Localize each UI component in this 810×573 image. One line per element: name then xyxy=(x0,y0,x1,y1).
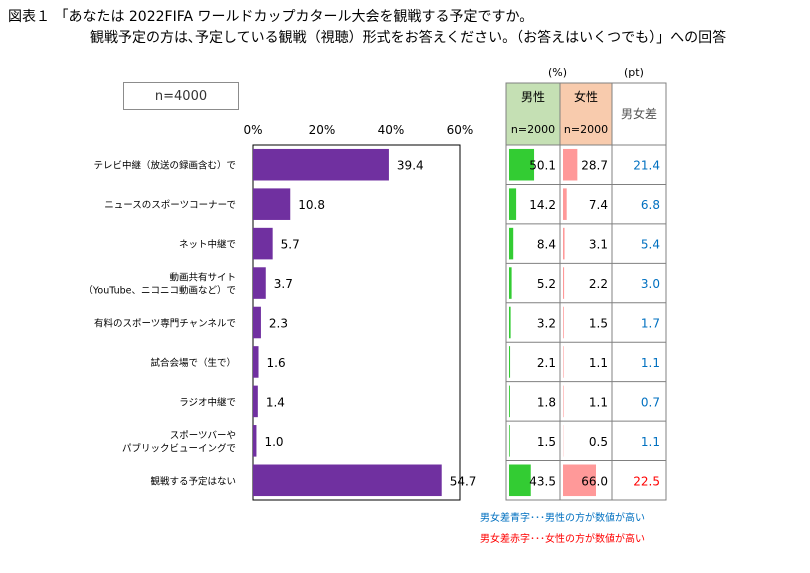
bar-value-label: 54.7 xyxy=(450,474,477,488)
female-n-label: n=2000 xyxy=(564,123,608,136)
diff-value: 1.7 xyxy=(641,317,660,331)
category-label: 動画共有サイト xyxy=(169,272,236,284)
bar-5 xyxy=(253,346,259,378)
male-n-label: n=2000 xyxy=(511,123,555,136)
category-label: スポーツバーや xyxy=(170,430,236,441)
bar-4 xyxy=(253,306,261,339)
category-label: パブリックビューイングで xyxy=(122,442,236,454)
bar-value-label: 10.8 xyxy=(298,198,325,212)
diff-value: 3.0 xyxy=(641,277,660,291)
female-value: 7.4 xyxy=(589,198,608,212)
female-bar-3 xyxy=(563,267,565,299)
male-value: 1.8 xyxy=(537,395,556,409)
male-bar-1 xyxy=(509,188,517,220)
x-tick-label: 40% xyxy=(378,123,405,137)
category-label: 試合会場で（生で） xyxy=(150,357,236,369)
category-label: ニュースのスポーツコーナーで xyxy=(104,200,236,211)
male-value: 43.5 xyxy=(529,474,556,488)
category-label: 有料のスポーツ専門チャンネルで xyxy=(94,318,236,330)
female-value: 3.1 xyxy=(589,238,608,252)
female-bar-1 xyxy=(563,188,567,220)
female-value: 1.5 xyxy=(589,317,608,331)
category-label: ネット中継で xyxy=(179,239,236,251)
male-header-bg xyxy=(506,83,560,145)
female-bar-2 xyxy=(563,227,565,260)
male-bar-6 xyxy=(509,385,510,418)
male-value: 14.2 xyxy=(529,198,556,212)
female-value: 1.1 xyxy=(589,356,608,370)
category-label: （YouTube、ニコニコ動画など）で xyxy=(83,285,236,297)
male-value: 5.2 xyxy=(537,277,556,291)
female-bar-6 xyxy=(563,385,564,418)
male-value: 1.5 xyxy=(537,435,556,449)
category-label: ラジオ中継で xyxy=(179,396,236,408)
diff-value: 6.8 xyxy=(641,198,660,212)
bar-2 xyxy=(253,227,273,260)
male-value: 3.2 xyxy=(537,317,556,331)
male-bar-7 xyxy=(509,425,510,457)
female-bar-5 xyxy=(563,346,564,378)
male-bar-0 xyxy=(509,148,535,181)
male-bar-2 xyxy=(509,227,514,260)
bar-0 xyxy=(253,148,389,181)
bar-value-label: 3.7 xyxy=(274,277,293,291)
female-header: 女性 xyxy=(574,89,598,104)
male-bar-3 xyxy=(509,267,512,299)
male-header: 男性 xyxy=(521,90,545,104)
female-header-bg xyxy=(560,83,612,145)
note-blue: 男女差青字･･･男性の方が数値が高い xyxy=(480,513,645,524)
female-bar-0 xyxy=(563,148,578,181)
diff-value: 0.7 xyxy=(641,395,660,409)
bar-value-label: 39.4 xyxy=(397,159,424,173)
category-label: テレビ中継（放送の録画含む）で xyxy=(93,160,236,172)
bar-value-label: 1.4 xyxy=(266,395,285,409)
chart-title-line1: 図表１ 「あなたは 2022FIFA ワールドカップカタール大会を観戦する予定で… xyxy=(8,9,534,25)
chart-title-line2: 観戦予定の方は､予定している観戦（視聴）形式をお答えください。（お答えはいくつで… xyxy=(90,30,727,46)
table-frame xyxy=(505,82,667,501)
bar-value-label: 5.7 xyxy=(281,238,300,252)
diff-value: 1.1 xyxy=(641,356,660,370)
diff-header: 男女差 xyxy=(621,106,657,121)
female-value: 28.7 xyxy=(581,159,608,173)
bar-value-label: 1.0 xyxy=(264,435,283,449)
x-tick-label: 60% xyxy=(447,123,474,137)
note-red: 男女差赤字･･･女性の方が数値が高い xyxy=(480,534,645,545)
male-value: 2.1 xyxy=(537,356,556,370)
bar-7 xyxy=(253,425,257,457)
unit-pt-label: (pt) xyxy=(624,66,644,79)
male-value: 8.4 xyxy=(537,238,556,252)
male-bar-5 xyxy=(509,346,511,378)
female-value: 1.1 xyxy=(589,395,608,409)
diff-value: 21.4 xyxy=(633,159,660,173)
male-value: 50.1 xyxy=(529,159,556,173)
bar-value-label: 1.6 xyxy=(267,356,286,370)
female-value: 66.0 xyxy=(581,474,608,488)
category-label: 観戦する予定はない xyxy=(150,475,236,487)
unit-percent-label: (%) xyxy=(548,66,568,79)
male-bar-8 xyxy=(509,464,531,497)
bar-3 xyxy=(253,267,266,299)
female-bar-8 xyxy=(563,464,596,497)
sample-size-box: n=4000 xyxy=(123,82,239,110)
bar-6 xyxy=(253,385,258,418)
bar-value-label: 2.3 xyxy=(269,317,288,331)
male-bar-4 xyxy=(509,306,511,339)
x-tick-label: 20% xyxy=(309,123,336,137)
diff-value: 22.5 xyxy=(633,474,660,488)
x-tick-label: 0% xyxy=(243,123,262,137)
female-value: 0.5 xyxy=(589,435,608,449)
female-bar-4 xyxy=(563,306,564,339)
bar-1 xyxy=(253,188,291,220)
diff-value: 5.4 xyxy=(641,238,660,252)
female-value: 2.2 xyxy=(589,277,608,291)
bar-8 xyxy=(253,464,442,497)
diff-value: 1.1 xyxy=(641,435,660,449)
